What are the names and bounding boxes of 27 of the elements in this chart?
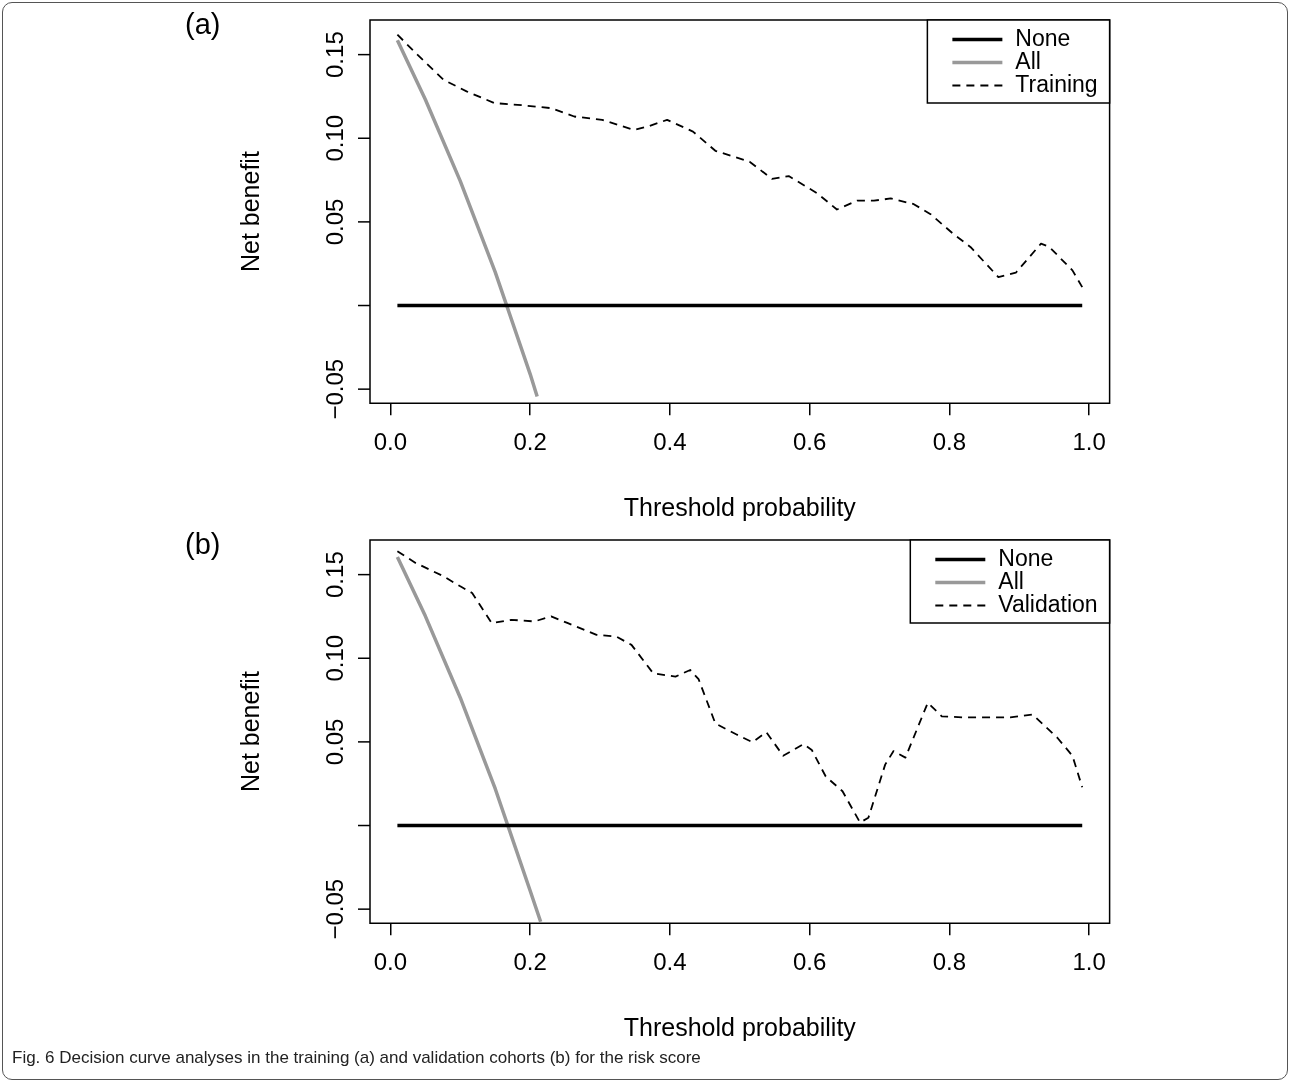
y-tick-label: 0.10 bbox=[320, 634, 348, 682]
x-tick-label: 0.4 bbox=[653, 428, 687, 456]
x-axis-title: Threshold probability bbox=[623, 492, 857, 521]
x-tick-label: 1.0 bbox=[1072, 948, 1106, 976]
caption: Fig. 6 Decision curve analyses in the training (a) and validation cohorts (b) for the risk score bbox=[12, 1048, 701, 1068]
y-axis-title: Net benefit bbox=[236, 671, 265, 793]
y-tick-label: 0.05 bbox=[320, 718, 348, 766]
x-tick-label: 0.0 bbox=[373, 948, 408, 976]
y-tick-label: 0.10 bbox=[320, 114, 348, 162]
x-tick-label: 0.6 bbox=[793, 428, 827, 456]
chart-title: (a) bbox=[185, 8, 221, 41]
y-tick-label: 0.05 bbox=[320, 198, 348, 246]
x-tick-label: 0.2 bbox=[513, 948, 547, 976]
y-tick-label: −0.05 bbox=[320, 358, 348, 420]
x-axis-title: Threshold probability bbox=[623, 1012, 857, 1041]
chart-title: (b) bbox=[185, 528, 221, 561]
x-tick-label: 0.4 bbox=[653, 948, 687, 976]
x-tick-label: 0.8 bbox=[932, 948, 967, 976]
x-tick-label: 0.0 bbox=[373, 428, 408, 456]
y-tick-label: −0.05 bbox=[320, 878, 348, 940]
x-tick-label: 1.0 bbox=[1072, 428, 1106, 456]
x-tick-label: 0.6 bbox=[793, 948, 827, 976]
y-tick-label: 0.15 bbox=[320, 31, 348, 78]
x-tick-label: 0.2 bbox=[513, 428, 547, 456]
y-axis-title: Net benefit bbox=[236, 151, 265, 273]
x-tick-label: 0.8 bbox=[932, 428, 967, 456]
y-tick-label: 0.15 bbox=[320, 551, 348, 598]
